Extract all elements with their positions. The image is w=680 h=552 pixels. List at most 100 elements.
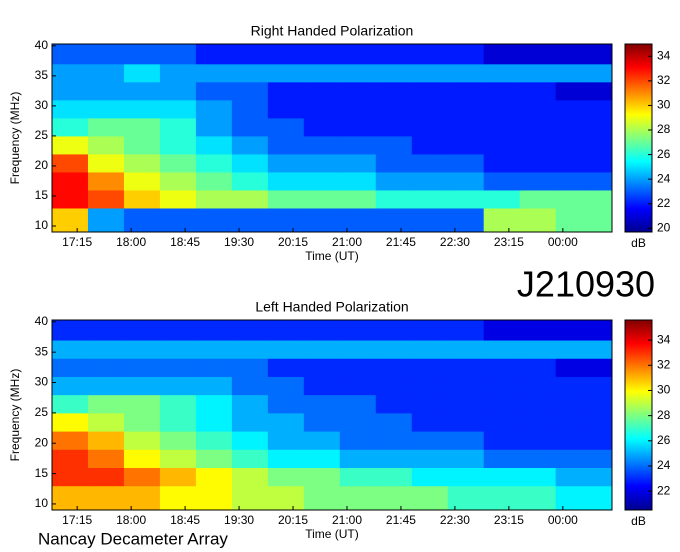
heat-cell: [159, 153, 197, 173]
heat-cell: [195, 449, 233, 469]
heat-cell: [87, 376, 125, 396]
y-tick-label: 20: [35, 435, 49, 449]
heat-cell: [339, 449, 377, 469]
heat-cell: [555, 81, 593, 101]
heat-cell: [519, 81, 557, 101]
colorbar-tick-label: 22: [657, 483, 671, 497]
heat-cell: [411, 394, 449, 414]
heat-cell: [231, 376, 269, 396]
heat-cell: [411, 449, 449, 469]
heat-cell: [447, 63, 485, 83]
heat-cell: [339, 44, 377, 65]
colorbar: [624, 319, 653, 511]
heat-cell: [519, 153, 557, 173]
heat-cell: [87, 340, 125, 359]
heat-cell: [591, 207, 613, 233]
heat-cell: [52, 99, 89, 119]
heat-cell: [231, 117, 269, 137]
heat-cell: [267, 394, 305, 414]
colorbar-tick-label: 26: [657, 433, 671, 447]
heat-cell: [447, 431, 485, 450]
x-axis-label: Time (UT): [305, 527, 359, 541]
heat-cell: [267, 358, 305, 377]
heat-cell: [303, 117, 341, 137]
heat-cell: [555, 153, 593, 173]
heat-cell: [411, 358, 449, 377]
heat-cell: [411, 44, 449, 65]
heat-cell: [123, 207, 161, 233]
heat-cell: [87, 81, 125, 101]
x-tick-label: 18:45: [170, 235, 200, 249]
heat-cell: [375, 135, 413, 155]
heat-cell: [123, 99, 161, 119]
heat-cell: [87, 358, 125, 377]
heat-cell: [375, 412, 413, 432]
heat-cell: [339, 171, 377, 191]
heat-cell: [411, 153, 449, 173]
heat-cell: [447, 320, 485, 341]
heat-cell: [519, 63, 557, 83]
heat-cell: [303, 320, 341, 341]
heat-cell: [591, 449, 613, 469]
heat-cell: [52, 171, 89, 191]
heat-cell: [483, 376, 521, 396]
heat-cell: [123, 153, 161, 173]
heat-cell: [483, 485, 521, 511]
y-tick-label: 15: [35, 466, 49, 480]
heat-cell: [519, 99, 557, 119]
heat-cell: [123, 394, 161, 414]
heat-cell: [375, 394, 413, 414]
heat-cell: [519, 207, 557, 233]
heat-cell: [52, 135, 89, 155]
heat-cell: [159, 358, 197, 377]
x-tick-label: 21:45: [386, 513, 416, 527]
heat-cell: [52, 189, 89, 209]
heat-cell: [52, 358, 89, 377]
heat-cell: [123, 320, 161, 341]
heat-cell: [591, 189, 613, 209]
heat-cell: [519, 376, 557, 396]
heat-cell: [303, 135, 341, 155]
heat-cell: [375, 153, 413, 173]
heat-cell: [483, 44, 521, 65]
panel-title: Left Handed Polarization: [255, 299, 408, 315]
heat-cell: [339, 431, 377, 450]
heat-cell: [411, 207, 449, 233]
heat-cell: [267, 467, 305, 487]
heat-cell: [87, 63, 125, 83]
heat-cell: [591, 153, 613, 173]
heat-cell: [303, 431, 341, 450]
source-label: Nancay Decameter Array: [38, 529, 228, 548]
heat-cell: [591, 485, 613, 511]
heat-cell: [231, 63, 269, 83]
heat-cell: [159, 449, 197, 469]
heat-cell: [195, 135, 233, 155]
heat-cell: [231, 135, 269, 155]
heat-cell: [483, 340, 521, 359]
y-tick-label: 25: [35, 405, 49, 419]
y-axis-label: Frequency (MHz): [8, 92, 22, 185]
heat-cell: [375, 358, 413, 377]
heat-cell: [52, 44, 89, 65]
heat-cell: [591, 99, 613, 119]
heat-cell: [231, 44, 269, 65]
heat-cell: [447, 467, 485, 487]
heat-cell: [339, 358, 377, 377]
plot-frame: [51, 319, 613, 511]
heat-cell: [519, 485, 557, 511]
heat-cell: [591, 340, 613, 359]
colorbar-tick-label: 26: [657, 147, 671, 161]
heat-cell: [519, 320, 557, 341]
heat-cell: [375, 207, 413, 233]
y-tick-label: 35: [35, 344, 49, 358]
heat-cell: [231, 320, 269, 341]
y-tick-label: 40: [35, 314, 49, 328]
y-tick-label: 40: [35, 38, 49, 52]
heat-cell: [303, 44, 341, 65]
x-tick-label: 17:15: [62, 513, 92, 527]
heat-cell: [195, 358, 233, 377]
heat-cell: [267, 412, 305, 432]
heat-cell: [195, 394, 233, 414]
heat-cell: [231, 189, 269, 209]
